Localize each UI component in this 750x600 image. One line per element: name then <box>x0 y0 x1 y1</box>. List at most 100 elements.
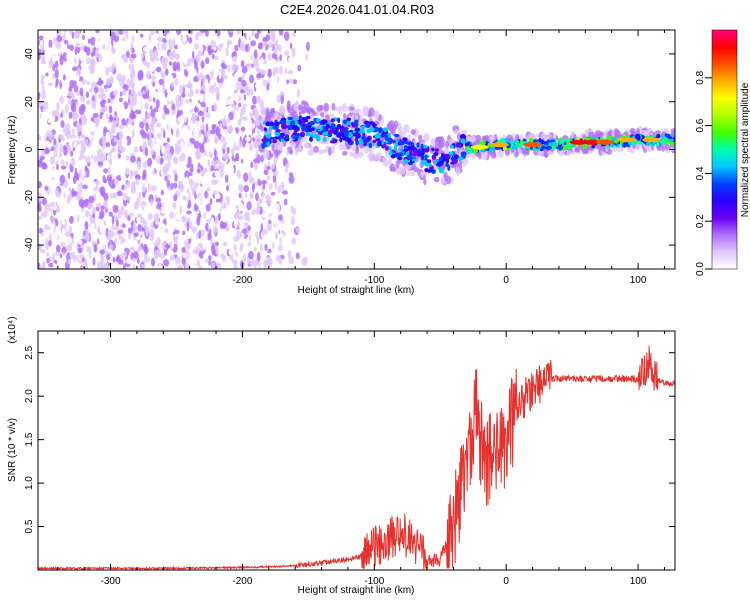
spectrogram-noise-cell <box>186 146 193 153</box>
spectrogram-ridge-cell <box>290 120 296 127</box>
spectrogram-noise-cell <box>217 44 223 51</box>
spectrogram-noise-cell <box>147 213 153 221</box>
spectrogram-noise-cell <box>185 141 188 151</box>
spectrogram-noise-cell <box>287 197 294 207</box>
spectrogram-noise-cell <box>267 221 272 232</box>
spectrogram-noise-cell <box>182 252 188 259</box>
spectrogram-noise-cell <box>78 208 82 215</box>
spectrogram-noise-cell <box>217 204 221 213</box>
spectrogram-halo-cell <box>328 113 335 118</box>
spectrogram-ridge-cell <box>280 123 287 130</box>
spectrogram-ridge-cell <box>459 134 465 139</box>
spectrogram-noise-cell <box>112 256 116 263</box>
spectrogram-halo-cell <box>273 112 280 119</box>
spectrogram-halo-cell <box>571 130 575 140</box>
spectrogram-noise-cell <box>273 76 278 84</box>
spectrogram-noise-cell <box>268 41 273 49</box>
spectrogram-noise-cell <box>150 199 154 207</box>
spectrogram-halo-cell <box>303 143 311 149</box>
spectrogram-noise-cell <box>47 119 53 124</box>
spectrogram-halo-cell <box>290 142 296 149</box>
spectrogram-noise-cell <box>81 168 86 179</box>
spectrogram-ridge-cell <box>332 138 336 144</box>
spectrogram-noise-cell <box>256 264 259 269</box>
spectrogram-noise-cell <box>185 99 189 104</box>
spectrogram-noise-cell <box>42 197 47 206</box>
spectrogram-ridge-cell <box>460 138 466 144</box>
spectrogram-halo-cell <box>397 124 403 131</box>
spectrogram-noise-cell <box>292 207 297 215</box>
spectrogram-noise-cell <box>97 169 103 175</box>
spectrogram-noise-cell <box>256 58 259 64</box>
spectrogram-noise-cell <box>174 53 180 60</box>
spectrogram-halo-cell <box>289 149 294 155</box>
spectrogram-noise-cell <box>195 120 200 125</box>
spectrogram-ridge-cell <box>540 145 547 150</box>
spectrogram-ridge-cell <box>399 140 405 146</box>
spectrogram-noise-cell <box>53 138 57 146</box>
spectrogram-y-tick-label: 0 <box>24 146 35 152</box>
spectrogram-noise-cell <box>184 239 188 250</box>
spectrogram-noise-cell <box>103 128 107 137</box>
spectrogram-ridge-cell <box>339 127 346 133</box>
spectrogram-noise-cell <box>104 159 110 166</box>
spectrogram-noise-cell <box>93 86 99 93</box>
spectrogram-noise-cell <box>208 255 212 261</box>
spectrogram-noise-cell <box>126 145 131 153</box>
spectrogram-noise-cell <box>94 92 97 100</box>
spectrogram-noise-cell <box>170 33 174 41</box>
spectrogram-noise-cell <box>80 266 87 269</box>
spectrogram-halo-cell <box>350 143 356 152</box>
spectrogram-noise-cell <box>130 246 135 251</box>
spectrogram-noise-cell <box>266 257 273 267</box>
spectrogram-ridge-cell <box>346 117 352 121</box>
spectrogram-noise-cell <box>188 122 194 128</box>
spectrogram-halo-cell <box>262 149 270 160</box>
spectrogram-noise-cell <box>196 198 201 207</box>
spectrogram-noise-cell <box>59 150 62 158</box>
spectrogram-halo-cell <box>363 106 369 117</box>
spectrogram-noise-cell <box>149 170 152 180</box>
spectrogram-noise-cell <box>195 54 201 64</box>
spectrogram-noise-cell <box>247 225 251 232</box>
spectrogram-noise-cell <box>77 67 81 76</box>
spectrogram-noise-cell <box>95 48 99 59</box>
spectrogram-noise-cell <box>60 120 65 128</box>
spectrogram-noise-cell <box>63 146 68 156</box>
spectrogram-noise-cell <box>168 38 172 47</box>
spectrogram-halo-cell <box>255 134 262 139</box>
spectrogram-noise-cell <box>205 213 212 220</box>
spectrogram-noise-cell <box>207 67 213 73</box>
spectrogram-noise-cell <box>52 185 56 195</box>
spectrogram-noise-cell <box>188 37 193 44</box>
spectrogram-halo-cell <box>646 146 652 153</box>
spectrogram-noise-cell <box>264 243 268 251</box>
spectrogram-noise-cell <box>162 223 166 229</box>
spectrogram-noise-cell <box>41 90 46 100</box>
spectrogram-ridge-cell <box>322 137 327 142</box>
spectrogram-noise-cell <box>191 147 196 154</box>
spectrogram-halo-cell <box>323 148 328 154</box>
spectrogram-noise-cell <box>61 85 67 93</box>
spectrogram-noise-cell <box>195 151 201 160</box>
spectrogram-noise-cell <box>188 238 192 244</box>
spectrogram-y-tick-label: -20 <box>24 190 35 205</box>
spectrogram-x-tick-label: -300 <box>101 275 121 286</box>
spectrogram-noise-cell <box>276 44 282 53</box>
spectrogram-noise-cell <box>189 101 192 110</box>
spectrogram-noise-cell <box>184 151 189 156</box>
spectrogram-noise-cell <box>53 244 57 254</box>
spectrogram-noise-cell <box>161 198 167 208</box>
spectrogram-noise-cell <box>122 223 126 228</box>
spectrogram-noise-cell <box>169 254 175 262</box>
spectrogram-noise-cell <box>182 215 186 220</box>
spectrogram-noise-cell <box>177 61 180 71</box>
spectrogram-noise-cell <box>138 138 144 146</box>
spectrogram-ridge-cell <box>310 127 315 131</box>
spectrogram-noise-cell <box>247 119 253 127</box>
spectrogram-noise-cell <box>149 235 154 242</box>
spectrogram-halo-cell <box>349 151 354 157</box>
spectrogram-noise-cell <box>267 52 272 61</box>
spectrogram-noise-cell <box>229 166 235 175</box>
spectrogram-noise-cell <box>157 131 162 140</box>
